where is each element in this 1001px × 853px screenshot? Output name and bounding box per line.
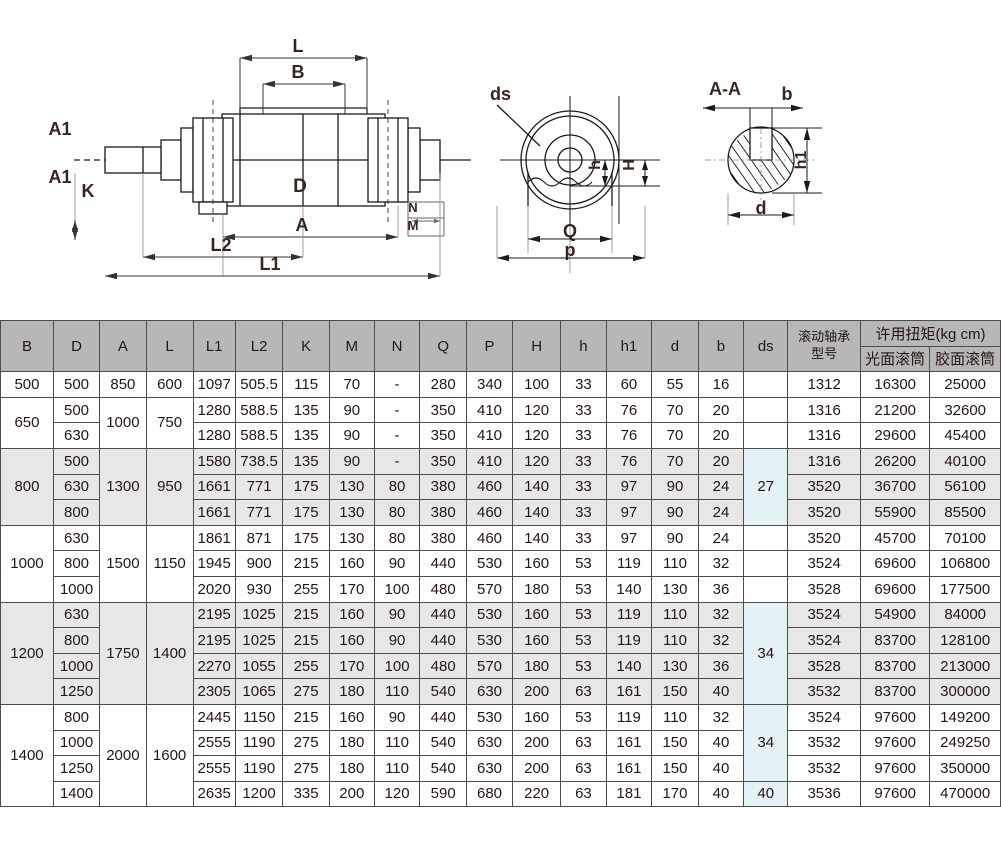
svg-text:h: h <box>587 160 604 170</box>
svg-text:A: A <box>296 215 309 235</box>
svg-text:H: H <box>621 159 638 171</box>
svg-text:L: L <box>293 36 304 56</box>
svg-text:D: D <box>293 176 307 197</box>
svg-text:N: N <box>408 200 417 215</box>
svg-text:h1: h1 <box>793 151 810 170</box>
svg-text:L2: L2 <box>210 235 231 255</box>
svg-text:B: B <box>292 62 305 82</box>
svg-text:M: M <box>408 218 419 233</box>
svg-text:b: b <box>782 84 793 104</box>
svg-text:Q: Q <box>563 221 577 241</box>
svg-text:L1: L1 <box>259 254 280 274</box>
svg-text:d: d <box>756 198 767 218</box>
svg-text:ds: ds <box>490 84 511 104</box>
svg-text:K: K <box>82 181 95 201</box>
svg-text:A1: A1 <box>48 119 71 139</box>
svg-text:p: p <box>565 240 576 260</box>
svg-text:A1: A1 <box>48 167 71 187</box>
svg-text:A-A: A-A <box>709 79 741 99</box>
